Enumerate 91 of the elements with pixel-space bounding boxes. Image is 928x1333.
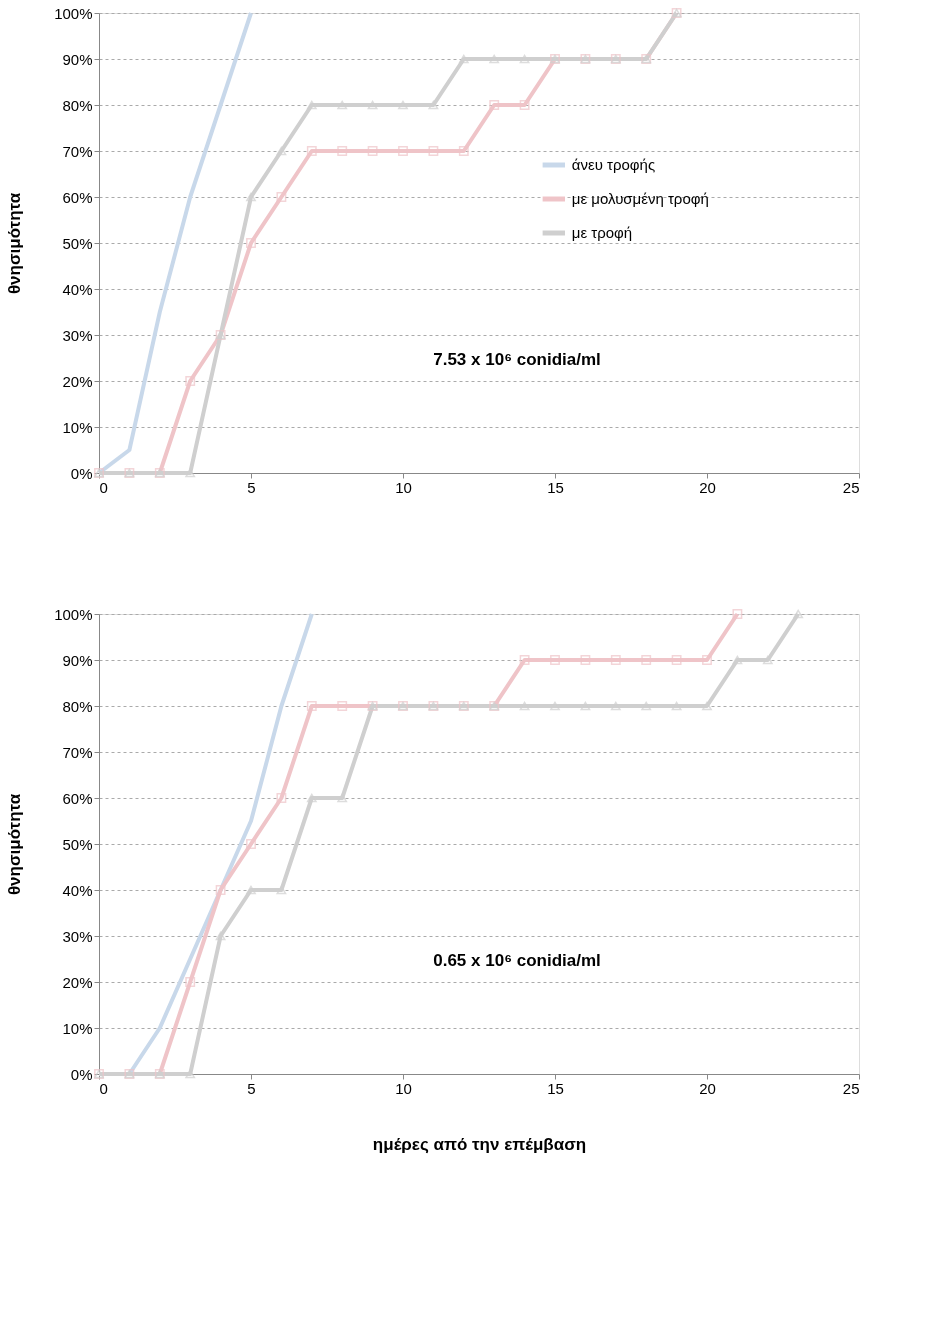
point [580,701,591,711]
point [428,146,439,156]
x-tick-label: 15 [547,478,564,496]
point [398,100,408,110]
point [610,701,621,711]
point [641,701,652,711]
point [519,655,530,665]
point [641,655,652,665]
point [306,793,317,803]
x-tick-label: 20 [699,478,716,496]
point [762,655,773,665]
point [519,100,530,110]
point [671,701,682,711]
y-tick-label: 30% [62,326,93,344]
point [246,238,256,248]
legend-label: με τροφή [571,224,633,241]
y-tick-label: 10% [62,418,93,436]
y-tick-label: 100% [54,4,93,22]
y-tick-label: 40% [62,280,93,298]
point [428,100,439,110]
point [519,54,530,64]
point [550,655,560,665]
point [732,609,743,619]
y-tick-label: 60% [62,188,93,206]
point [489,100,500,110]
y-tick-label: 40% [62,881,93,899]
x-tick-label: 25 [842,478,860,496]
x-axis-title: ημέρες από την επέμβαση [372,1134,587,1154]
point [337,146,348,156]
point [337,100,348,110]
y-axis-title: θνησιμότητα [5,192,25,295]
point [671,655,682,665]
y-tick-label: 70% [62,142,93,160]
point [276,885,287,895]
x-tick-label: 15 [547,1079,564,1097]
y-tick-label: 70% [62,743,93,761]
point [215,931,226,941]
point [246,885,256,895]
y-tick-label: 20% [62,973,93,991]
y-tick-label: 30% [62,927,93,945]
point [246,839,256,849]
point [276,793,287,803]
y-tick-label: 0% [70,1065,93,1083]
point [702,655,712,665]
point [458,54,469,64]
annotation: 7.53 x 10⁶ conidia/ml [433,350,601,370]
point [732,655,743,665]
y-tick-label: 50% [62,234,93,252]
legend-label: με μολυσμένη τροφή [571,190,709,207]
point [306,701,317,711]
x-tick-label: 20 [699,1079,716,1097]
annotation: 0.65 x 10⁶ conidia/ml [433,951,601,971]
y-tick-label: 90% [62,50,93,68]
point [519,701,530,711]
x-tick-label: 5 [247,478,256,496]
legend-label: άνευ τροφής [571,156,656,173]
y-tick-label: 0% [70,464,93,482]
point [337,701,348,711]
x-tick-label: 0 [99,1079,108,1097]
x-tick-label: 25 [842,1079,860,1097]
y-tick-label: 100% [54,605,93,623]
x-tick-label: 10 [395,478,412,496]
x-tick-label: 0 [99,478,108,496]
x-tick-label: 5 [247,1079,256,1097]
point [793,609,804,619]
point [306,100,317,110]
y-tick-label: 90% [62,651,93,669]
point [610,655,621,665]
point [398,146,408,156]
point [367,146,378,156]
point [367,100,378,110]
point [458,146,469,156]
y-tick-label: 10% [62,1019,93,1037]
y-tick-label: 60% [62,789,93,807]
point [702,701,712,711]
y-tick-label: 50% [62,835,93,853]
y-axis-title: θνησιμότητα [5,793,25,896]
point [489,54,500,64]
point [276,192,287,202]
point [306,146,317,156]
point [215,885,226,895]
y-tick-label: 20% [62,372,93,390]
x-tick-label: 10 [395,1079,412,1097]
point [185,977,196,987]
y-tick-label: 80% [62,96,93,114]
point [246,192,256,202]
y-tick-label: 80% [62,697,93,715]
point [276,146,287,156]
point [550,701,560,711]
point [580,655,591,665]
point [185,376,196,386]
